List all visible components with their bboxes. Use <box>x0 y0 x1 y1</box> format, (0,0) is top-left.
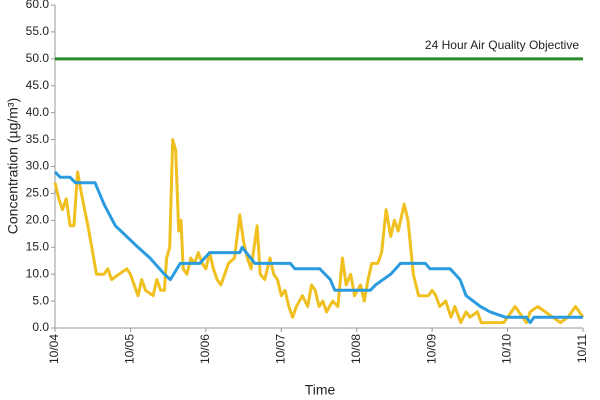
y-tick-label: 10.0 <box>26 266 50 280</box>
data-line <box>53 138 585 325</box>
y-tick-label: 50.0 <box>26 51 50 65</box>
x-tick-label: 10/06 <box>198 334 212 364</box>
y-tick-label: 55.0 <box>26 24 50 38</box>
x-tick-label: 10/11 <box>575 334 589 363</box>
reference-label: 24 Hour Air Quality Objective <box>425 38 579 52</box>
y-tick-label: 40.0 <box>26 105 50 119</box>
x-tick-label: 10/08 <box>349 334 363 364</box>
x-tick-label: 10/07 <box>273 334 287 364</box>
y-tick-label: 0.0 <box>32 320 49 334</box>
x-tick-label: 10/05 <box>123 334 137 364</box>
x-axis-label: Time <box>305 382 336 398</box>
x-tick-label: 10/04 <box>47 334 61 364</box>
y-tick-label: 30.0 <box>26 159 50 173</box>
y-tick-label: 15.0 <box>26 239 50 253</box>
x-tick-label: 10/10 <box>500 334 514 364</box>
y-axis-label: Concentration (µg/m³) <box>5 98 21 234</box>
y-tick-label: 60.0 <box>26 0 50 11</box>
data-line <box>53 170 583 325</box>
y-tick-label: 45.0 <box>26 78 50 92</box>
y-tick-label: 20.0 <box>26 213 50 227</box>
x-tick-label: 10/09 <box>424 334 438 364</box>
y-tick-label: 5.0 <box>32 293 49 307</box>
y-tick-label: 25.0 <box>26 186 50 200</box>
y-tick-label: 35.0 <box>26 132 50 146</box>
